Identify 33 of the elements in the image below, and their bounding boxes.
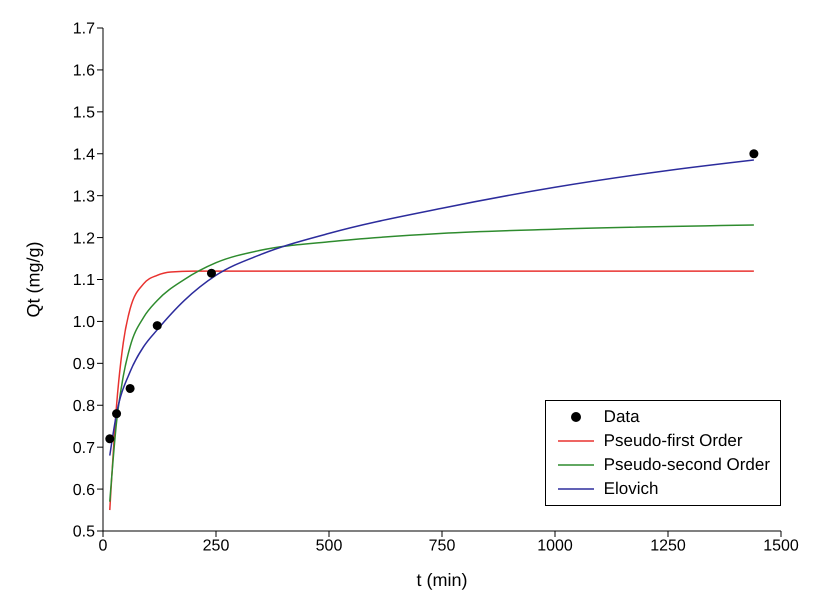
legend-label: Elovich [604,478,658,500]
x-tick-label: 750 [428,537,456,554]
x-tick-label: 1250 [650,537,686,554]
x-axis-title: t (min) [416,570,468,590]
y-tick-label: 0.7 [72,440,96,457]
y-tick-label: 0.8 [72,398,96,415]
y-tick-label: 1.3 [72,188,96,206]
x-tick-label: 1500 [763,537,799,554]
legend-label: Pseudo-first Order [604,430,743,452]
y-tick-label: 1.6 [72,62,96,80]
y-tick-label: 1.1 [72,272,96,290]
y-tick-label: 0.6 [72,482,96,499]
y-tick-label: 1.2 [72,230,96,248]
legend-label: Pseudo-second Order [604,454,770,476]
x-tick-label: 0 [98,537,108,554]
point [126,384,135,393]
y-tick-label: 1.0 [72,314,96,332]
y-tick-label: 0.9 [72,356,96,374]
y-axis-title: Qt (mg/g) [23,241,44,318]
line-series [109,159,755,456]
y-tick-label: 1.5 [72,104,96,122]
point [749,149,758,158]
legend-label: Data [604,406,640,428]
y-tick-label: 0.5 [72,524,96,541]
point [152,321,162,330]
x-tick-label: 250 [202,537,230,554]
point [112,409,122,418]
x-tick-label: 1000 [537,537,573,554]
y-tick-label: 1.7 [72,20,96,38]
x-tick-label: 500 [316,537,342,554]
point [105,434,114,444]
point [206,268,216,278]
y-tick-label: 1.4 [72,146,96,164]
